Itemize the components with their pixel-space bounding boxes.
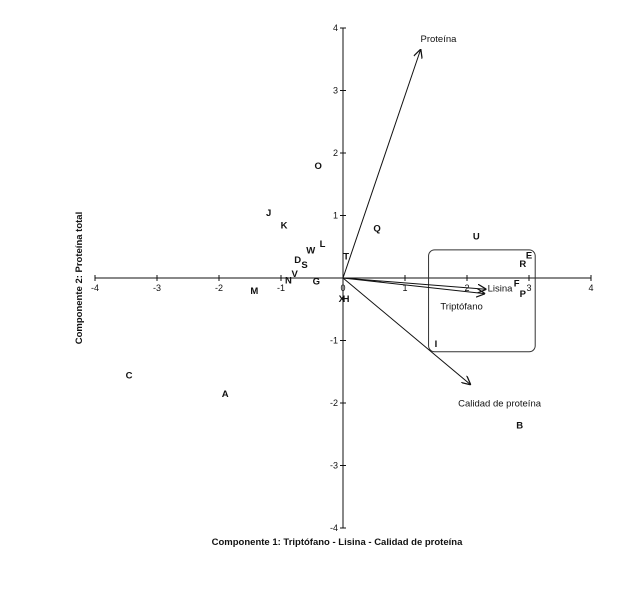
point-label: Q (373, 224, 380, 235)
highlight-box (428, 249, 536, 353)
x-axis-title: Componente 1: Triptófano - Lisina - Cali… (212, 537, 463, 548)
x-tick-label: -2 (215, 283, 223, 293)
point-label: D (294, 255, 301, 266)
x-tick-label: -4 (91, 283, 99, 293)
point-label: P (520, 289, 527, 300)
y-tick-label: -3 (330, 461, 338, 471)
point-label: X (339, 294, 346, 305)
point-label: K (281, 220, 288, 231)
point-label: U (473, 232, 480, 243)
point-label: V (291, 269, 298, 280)
point-label: C (126, 370, 133, 381)
point-label: E (526, 250, 532, 261)
x-tick-label: 1 (402, 283, 407, 293)
x-tick-label: 0 (340, 283, 345, 293)
y-tick-label: 4 (333, 23, 338, 33)
vector-arrow (342, 50, 421, 279)
x-tick-label: -3 (153, 283, 161, 293)
point-label: I (435, 339, 438, 350)
highlight-rect (428, 249, 536, 353)
vector-arrow (342, 277, 470, 384)
vector-label: Calidad de proteína (458, 398, 542, 409)
y-tick-label: 2 (333, 148, 338, 158)
point-label: T (343, 252, 349, 263)
point-label: S (301, 260, 307, 271)
point-label: A (222, 389, 229, 400)
vector-arrow (342, 277, 484, 294)
point-label: H (343, 294, 350, 305)
y-tick-label: -2 (330, 398, 338, 408)
point-label: J (266, 208, 271, 219)
point-label: O (315, 161, 322, 172)
point-label: R (519, 259, 526, 270)
loading-vectors: Proteína Lisina Triptófano Calidad de prote… (342, 34, 542, 409)
y-axis-title: Componente 2: Proteína total (74, 212, 85, 344)
x-tick-label: 4 (588, 283, 593, 293)
x-tick-label: -1 (277, 283, 285, 293)
point-label: F (514, 279, 520, 290)
point-label: W (306, 245, 315, 256)
y-tick-label: -4 (330, 523, 338, 533)
y-tick-label: 3 (333, 86, 338, 96)
vector-arrow (342, 277, 486, 289)
y-tick-label: 1 (333, 211, 338, 221)
vector-label: Proteína (421, 34, 458, 45)
vector-label: Triptófano (440, 302, 482, 313)
point-label: N (285, 275, 292, 286)
point-label: G (313, 277, 320, 288)
y-tick-label: -1 (330, 336, 338, 346)
point-label: M (250, 286, 258, 297)
vector-label: Lisina (488, 283, 514, 294)
point-label: B (516, 420, 523, 431)
point-label: L (320, 239, 326, 250)
x-tick-label: 3 (526, 283, 531, 293)
